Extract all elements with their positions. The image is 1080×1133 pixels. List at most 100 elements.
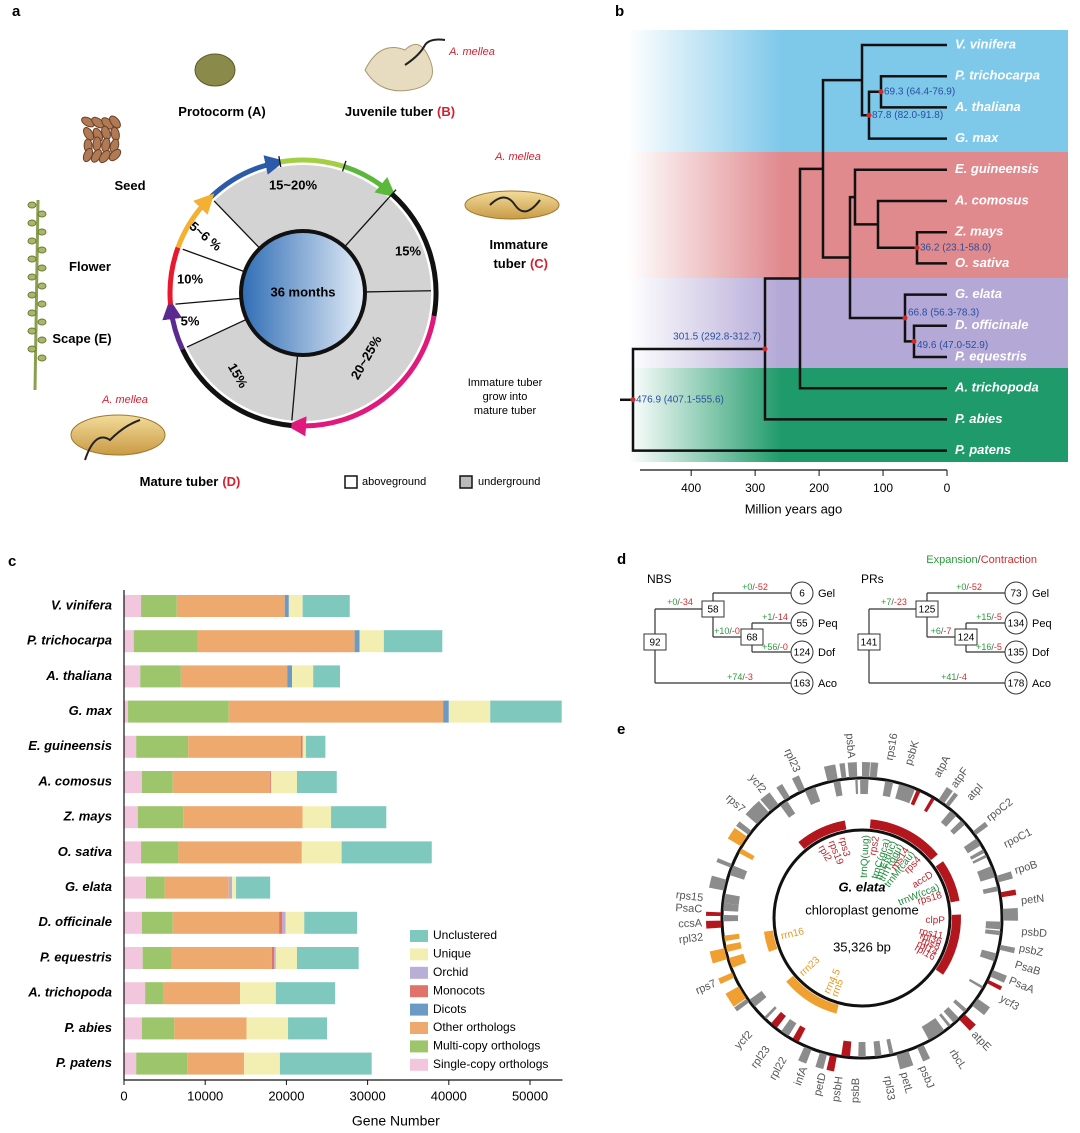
bar-segment: [141, 771, 173, 793]
bar-segment: [141, 841, 179, 864]
panel-label: e: [617, 721, 625, 738]
node-dot: [902, 315, 908, 321]
gene-block: [749, 990, 767, 1007]
legend-swatch: [410, 948, 428, 961]
stage-line: Seed: [114, 178, 145, 193]
separator: /: [777, 642, 780, 652]
flower-bud: [27, 309, 37, 317]
change-label: +0/-52: [956, 582, 982, 592]
legend-label: Unique: [433, 947, 471, 961]
y-tick-label: P. trichocarpa: [27, 633, 112, 648]
gene-block: [943, 1006, 959, 1023]
gene-block: [739, 848, 755, 861]
flower-bud: [37, 282, 47, 290]
gene-block: [823, 764, 838, 782]
bar-segment: [124, 595, 142, 617]
clade-band: [628, 30, 1068, 152]
x-tick-label: 10000: [187, 1088, 223, 1103]
underground-sector: [186, 165, 431, 422]
gene-block: [921, 1023, 935, 1040]
bar-segment: [296, 947, 359, 969]
bar-segment: [236, 876, 271, 899]
separator: /: [677, 597, 680, 607]
juvenile-tuber-image: [364, 43, 433, 92]
leaf-count: 6: [799, 589, 805, 600]
x-tick-label: 50000: [512, 1088, 548, 1103]
outer-gene-label: ycf2: [732, 1029, 755, 1052]
bar-segment: [124, 911, 142, 934]
expansion-count: +74: [727, 672, 742, 682]
inner-block: [763, 930, 778, 952]
bar-segment: [188, 735, 302, 758]
expansion-word: Expansion: [926, 554, 977, 566]
node-count: 92: [649, 638, 661, 649]
cycle-tick: [278, 155, 282, 168]
legend-label: Monocots: [433, 983, 485, 997]
leaf-count: 73: [1010, 589, 1022, 600]
outer-gene-label: atpI: [965, 781, 986, 803]
node-dot: [911, 338, 917, 344]
outer-gene-label: infA: [792, 1065, 810, 1088]
outer-gene-label: rpl23: [782, 747, 803, 774]
change-label: +6/-7: [931, 626, 952, 636]
contraction-count: -0: [732, 626, 740, 636]
leaf-circle: [1004, 671, 1028, 695]
bar-segment: [124, 947, 143, 969]
panel-label: c: [8, 553, 16, 570]
gene-block: [917, 1044, 931, 1062]
outer-gene-label: rps7: [694, 978, 718, 998]
gene-block: [858, 1041, 866, 1057]
gene-block: [882, 780, 894, 798]
panel-label: a: [12, 3, 21, 20]
expansion-count: +16: [976, 642, 991, 652]
gene-block: [938, 787, 953, 804]
gene-block: [968, 978, 984, 989]
gene-block: [1002, 907, 1018, 921]
node-label: 476.9 (407.1-555.6): [636, 394, 724, 405]
gene-block: [734, 998, 750, 1012]
bar-segment: [124, 771, 142, 793]
bar-segment: [341, 841, 432, 864]
y-tick-label: O. sativa: [58, 844, 112, 859]
stage-label: Protocorm (A): [178, 104, 265, 119]
leaf-circle: [790, 671, 814, 695]
bar-segment: [232, 876, 237, 899]
y-tick-label: P. equestris: [40, 949, 112, 964]
species-label: P. equestris: [955, 348, 1027, 363]
gene-block: [708, 875, 727, 891]
bar-segment: [359, 630, 384, 653]
center-circle: [239, 229, 367, 357]
bar-segment: [124, 1017, 142, 1040]
sector-divider: [186, 318, 248, 348]
gene-block: [706, 911, 722, 917]
gene-block: [886, 1038, 894, 1055]
rhizomorph: [404, 38, 446, 66]
gene-block: [873, 1040, 882, 1057]
sector-divider: [364, 290, 431, 293]
separator: /: [956, 672, 959, 682]
bar-segment: [136, 735, 189, 758]
bar-segment: [275, 982, 336, 1005]
legend-label: Single-copy orthologs: [433, 1057, 548, 1071]
node-label: 69.3 (64.4-76.9): [884, 86, 955, 97]
leaf-circle: [1004, 640, 1028, 664]
leaf-circle: [1004, 611, 1028, 635]
sector-divider: [213, 200, 261, 249]
outer-gene-label: psbK: [903, 739, 922, 767]
bar-segment: [140, 665, 181, 688]
tree-title: PRs: [861, 572, 884, 586]
outer-gene-label: PsaA: [1007, 975, 1037, 997]
bar-segment: [162, 982, 241, 1005]
contraction-count: -14: [775, 612, 788, 622]
cycle-arc: [390, 192, 439, 317]
gene-block: [706, 920, 722, 929]
gene-block: [959, 1014, 976, 1031]
legend-swatch: [344, 475, 358, 489]
legend-swatch: [410, 985, 428, 998]
legend-swatch: [410, 930, 428, 942]
contraction-count: -52: [969, 582, 982, 592]
stage-label: Seed: [114, 178, 145, 193]
node-label: 87.8 (82.0-91.8): [872, 110, 943, 121]
flower-bud: [27, 255, 37, 263]
